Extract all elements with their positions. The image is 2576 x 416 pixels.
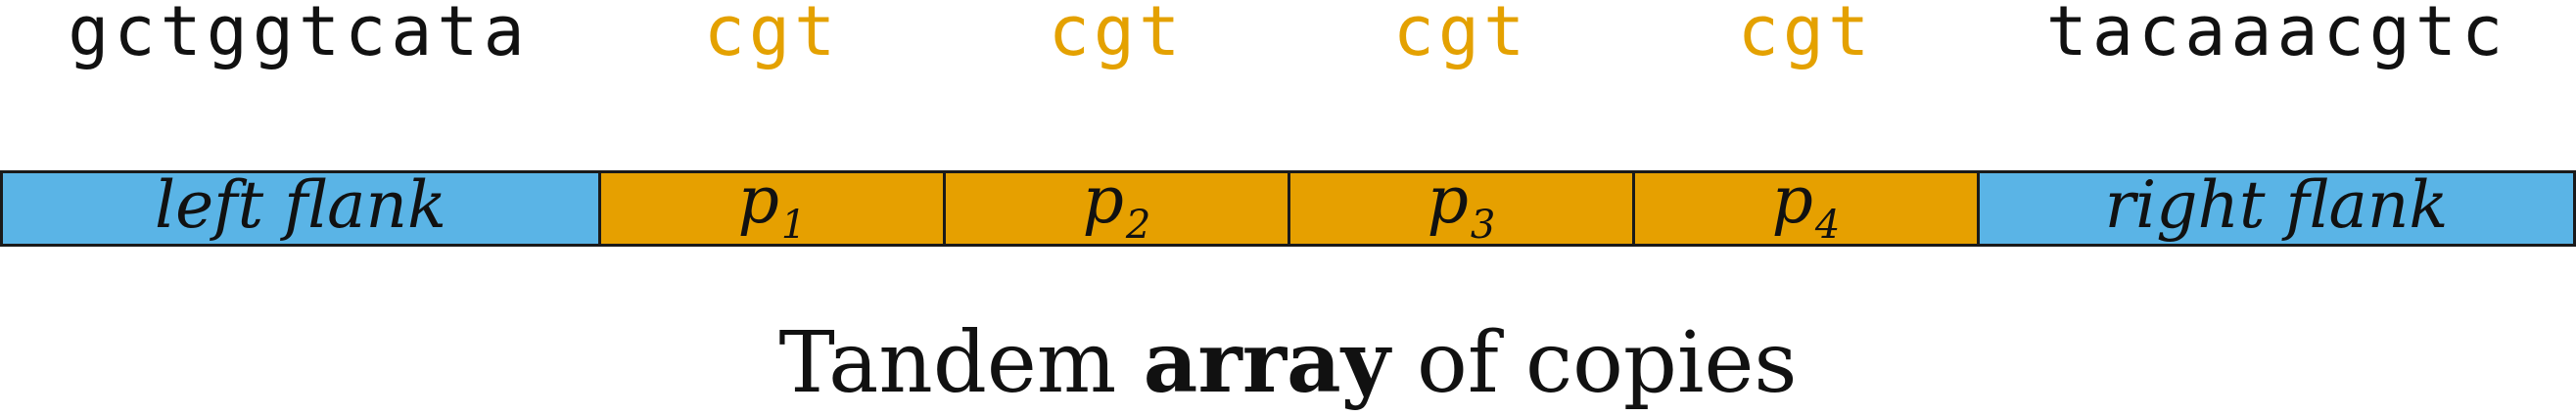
- copy-block-2: p2: [944, 162, 1290, 248]
- right-flank-sequence: tacaaacgtc: [2045, 0, 2508, 71]
- copy-sequence-2: cgt: [1048, 0, 1185, 71]
- right-flank-label: right flank: [2104, 166, 2449, 243]
- copy-label-3: p3: [1427, 162, 1496, 248]
- left-flank-label: left flank: [155, 166, 446, 243]
- copy-sequence-1: cgt: [703, 0, 840, 71]
- left-flank-block: left flank: [0, 166, 601, 247]
- right-flank-block: right flank: [1978, 166, 2576, 247]
- caption-suffix: of copies: [1417, 314, 1798, 412]
- copy-block-4: p4: [1633, 162, 1980, 248]
- copy-block-1: p1: [599, 162, 946, 248]
- caption-prefix: Tandem: [778, 314, 1117, 412]
- diagram-caption: Tandem array of copies: [0, 313, 2576, 412]
- copy-label-1: p1: [737, 162, 807, 248]
- left-flank-sequence: gctggtcata: [68, 0, 530, 71]
- copy-block-3: p3: [1288, 162, 1635, 248]
- copy-label-2: p2: [1082, 162, 1151, 248]
- copy-label-4: p4: [1771, 162, 1841, 248]
- copy-sequence-4: cgt: [1737, 0, 1874, 71]
- caption-emphasis: array: [1143, 313, 1390, 412]
- copy-sequence-3: cgt: [1392, 0, 1529, 71]
